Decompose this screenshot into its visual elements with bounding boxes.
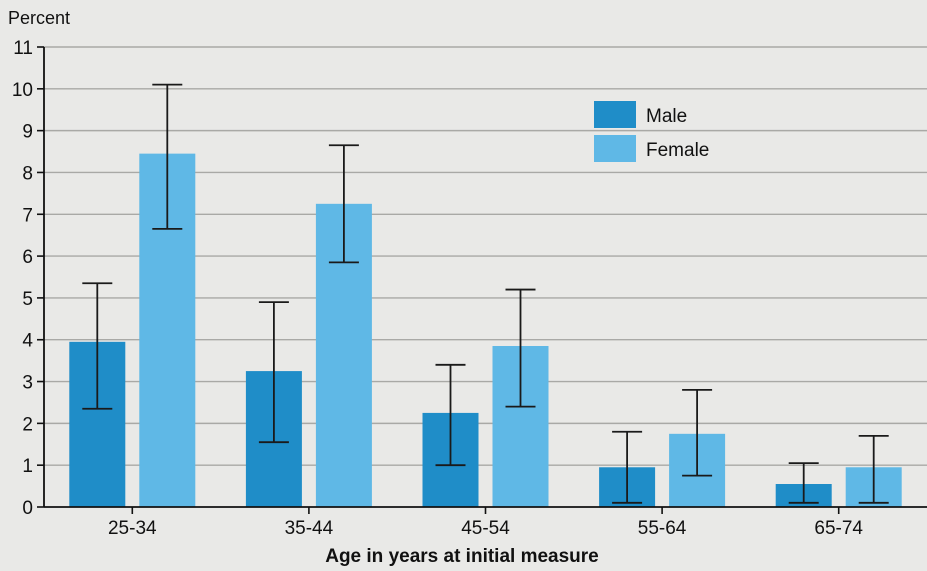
- x-axis-title: Age in years at initial measure: [325, 546, 599, 567]
- legend-label-female: Female: [646, 140, 709, 161]
- x-tick-label: 65-74: [814, 518, 863, 539]
- error-bars: [82, 83, 889, 504]
- x-tick-label: 45-54: [461, 518, 510, 539]
- y-axis-title: Percent: [8, 8, 70, 28]
- legend: Male Female: [594, 101, 709, 162]
- legend-label-male: Male: [646, 106, 687, 127]
- y-tick-label: 6: [22, 247, 33, 268]
- y-tick-label: 10: [12, 80, 33, 101]
- legend-swatch-male: [594, 101, 636, 128]
- y-tick-label: 9: [22, 122, 33, 143]
- y-tick-label: 4: [22, 331, 33, 352]
- y-tick-label: 2: [22, 414, 33, 435]
- y-tick-label: 3: [22, 373, 33, 394]
- legend-swatch-female: [594, 135, 636, 162]
- x-tick-label: 25-34: [108, 518, 157, 539]
- y-tick-label: 5: [22, 289, 33, 310]
- y-tick-label: 8: [22, 163, 33, 184]
- x-tick-label: 55-64: [638, 518, 687, 539]
- y-tick-label: 7: [22, 205, 33, 226]
- y-tick-label: 1: [22, 456, 33, 477]
- y-tick-label: 0: [22, 498, 33, 519]
- x-tick-label: 35-44: [285, 518, 334, 539]
- y-tick-label: 11: [13, 38, 33, 59]
- axes: 0 1 2 3 4 5 6 7 8 9 10 11 25-34 35-44 45-54 55-64 65-74: [12, 38, 927, 539]
